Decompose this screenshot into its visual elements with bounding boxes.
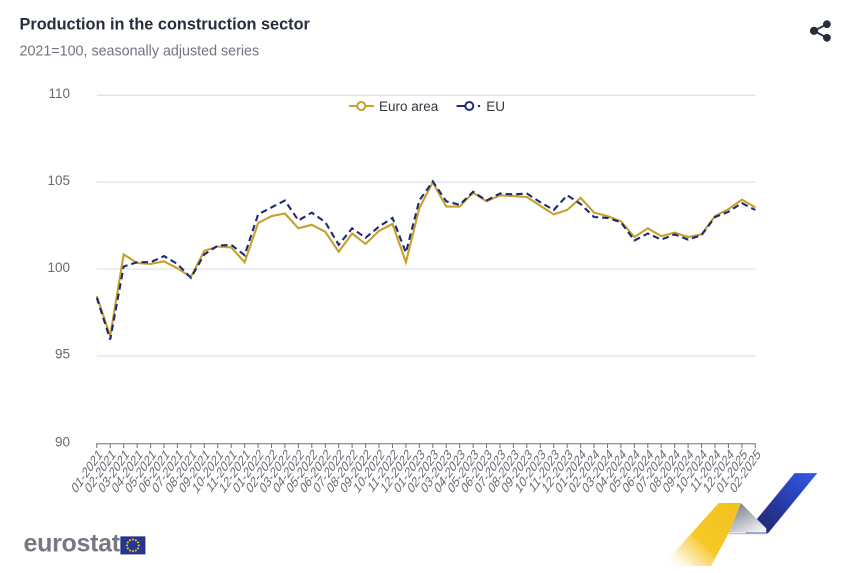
svg-text:90: 90: [55, 435, 70, 450]
svg-text:95: 95: [55, 347, 70, 362]
svg-text:eurostat: eurostat: [24, 530, 121, 558]
svg-text:110: 110: [48, 86, 70, 101]
svg-text:EU: EU: [486, 99, 505, 114]
svg-text:Production in the construction: Production in the construction sector: [20, 16, 311, 34]
svg-text:100: 100: [47, 260, 70, 275]
svg-text:105: 105: [47, 173, 70, 188]
svg-text:2021=100, seasonally adjusted: 2021=100, seasonally adjusted series: [20, 44, 260, 60]
svg-text:Euro area: Euro area: [379, 99, 439, 114]
